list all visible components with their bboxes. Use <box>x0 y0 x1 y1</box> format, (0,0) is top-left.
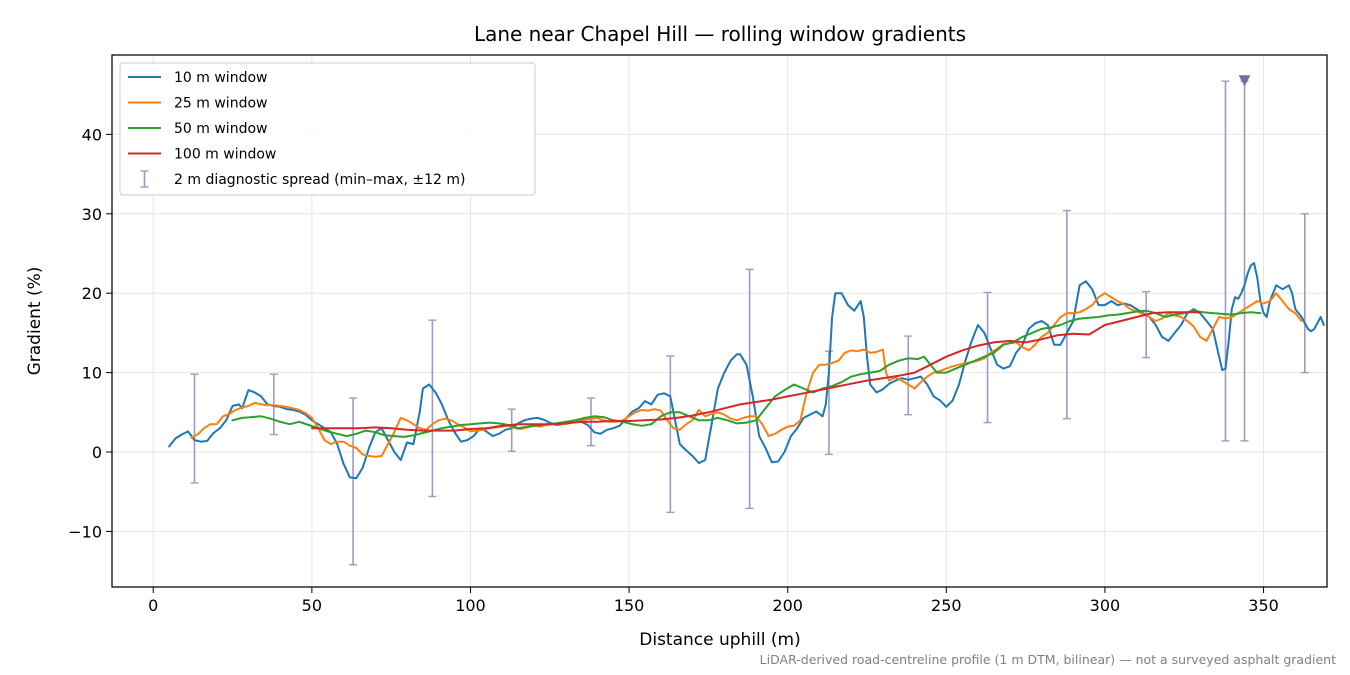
footnote: LiDAR-derived road-centreline profile (1… <box>760 652 1336 667</box>
chart-title: Lane near Chapel Hill — rolling window g… <box>474 22 966 46</box>
legend: 10 m window 25 m window 50 m window 100 m w… <box>119 62 536 196</box>
y-tick-label: −10 <box>68 522 102 541</box>
y-tick-label: 30 <box>82 205 102 224</box>
x-tick-label: 50 <box>302 596 322 615</box>
y-tick-label: 20 <box>82 284 102 303</box>
x-tick-label: 300 <box>1090 596 1121 615</box>
legend-entry: 25 m window <box>174 96 267 112</box>
legend-entry: 10 m window <box>174 70 267 86</box>
x-tick-label: 250 <box>931 596 962 615</box>
series-lines <box>168 262 1325 480</box>
y-axis-label: Gradient (%) <box>25 267 45 376</box>
y-tick-label: 10 <box>82 364 102 383</box>
x-tick-label: 150 <box>614 596 645 615</box>
x-tick-label: 100 <box>455 596 486 615</box>
markers <box>1238 75 1251 87</box>
x-tick-label: 0 <box>148 596 158 615</box>
x-axis-ticks: 0 50 100 150 200 250 300 350 <box>148 587 1279 615</box>
y-axis-ticks: −10 0 10 20 30 40 <box>68 125 112 541</box>
x-axis-label: Distance uphill (m) <box>639 630 800 650</box>
legend-entry: 100 m window <box>174 147 276 163</box>
series-line-2 <box>231 309 1262 438</box>
legend-entry: 50 m window <box>174 121 267 137</box>
y-tick-label: 0 <box>92 443 102 462</box>
error-bars <box>190 80 1309 566</box>
y-tick-label: 40 <box>82 125 102 144</box>
x-tick-label: 350 <box>1248 596 1279 615</box>
series-line-1 <box>190 292 1303 458</box>
legend-entry: 2 m diagnostic spread (min–max, ±12 m) <box>174 172 465 188</box>
legend-box <box>119 62 536 196</box>
series-line-3 <box>310 311 1202 432</box>
plot-frame <box>111 54 1328 588</box>
outlier-marker <box>1238 75 1251 87</box>
x-tick-label: 200 <box>772 596 803 615</box>
